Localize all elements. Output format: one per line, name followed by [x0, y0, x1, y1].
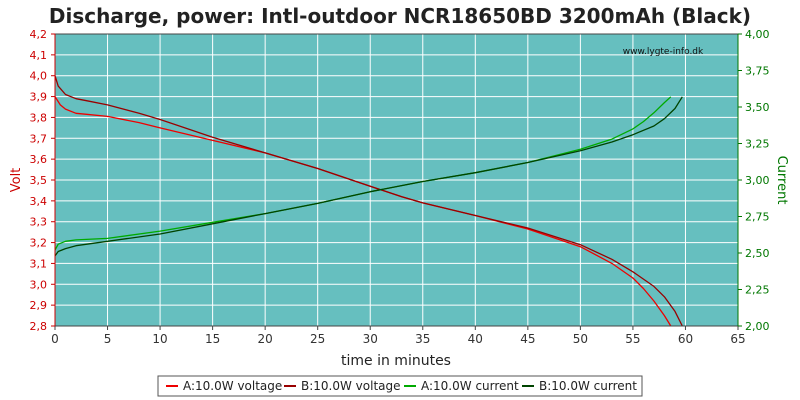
series-b-voltage-line: [54, 75, 683, 327]
y-right-axis-title: Current: [774, 156, 789, 205]
chart-title: Discharge, power: Intl-outdoor NCR18650B…: [49, 4, 751, 28]
x-tick-label: 65: [730, 332, 745, 346]
y-left-tick-label: 3,8: [30, 111, 48, 124]
y-left-tick-label: 3,1: [30, 257, 48, 270]
y-left-tick-label: 3,9: [30, 91, 48, 104]
x-tick-label: 60: [678, 332, 693, 346]
y-right-tick-label: 3,25: [745, 138, 770, 151]
y-right-tick-label: 2,00: [745, 320, 770, 333]
x-tick-label: 40: [468, 332, 483, 346]
y-right-tick-label: 3,75: [745, 65, 770, 78]
y-right-tick-label: 2,50: [745, 247, 770, 260]
y-left-tick-label: 3,6: [30, 153, 48, 166]
x-tick-label: 5: [104, 332, 112, 346]
y-left-tick-label: 4,1: [30, 49, 48, 62]
x-tick-label: 10: [152, 332, 167, 346]
x-tick-label: 30: [363, 332, 378, 346]
legend: A:10.0W voltage B:10.0W voltage A:10.0W cu…: [157, 375, 643, 397]
legend-label: B:10.0W voltage: [301, 379, 401, 393]
tick-labels: 0 5 10 15 20 25 30 35 40 45 50 55 60 65 2,8 2,9 3,0 3,1 3,…: [30, 28, 770, 346]
series-layer: [54, 75, 683, 327]
watermark: www.lygte-info.dk: [623, 47, 704, 57]
legend-box: [157, 375, 643, 397]
legend-label: A:10.0W current: [421, 379, 519, 393]
y-right-tick-label: 3,50: [745, 101, 770, 114]
x-axis-title: time in minutes: [341, 353, 451, 369]
x-tick-label: 35: [415, 332, 430, 346]
x-tick-label: 45: [520, 332, 535, 346]
y-left-tick-label: 3,0: [30, 278, 48, 291]
y-left-tick-label: 3,3: [30, 216, 48, 229]
y-left-tick-label: 3,2: [30, 237, 48, 250]
y-right-tick-label: 4,00: [745, 28, 770, 41]
y-right-tick-label: 2,75: [745, 211, 770, 224]
x-tick-label: 15: [205, 332, 220, 346]
legend-label: A:10.0W voltage: [183, 379, 282, 393]
x-tick-label: 50: [573, 332, 588, 346]
x-tick-label: 0: [51, 332, 59, 346]
y-left-tick-label: 2,8: [30, 320, 48, 333]
x-tick-label: 20: [258, 332, 273, 346]
y-left-tick-label: 2,9: [30, 299, 48, 312]
y-left-tick-label: 4,2: [30, 28, 48, 41]
y-left-axis-title: Volt: [9, 168, 24, 193]
y-left-tick-label: 4,0: [30, 70, 48, 83]
y-left-tick-label: 3,5: [30, 174, 48, 187]
y-right-tick-label: 3,00: [745, 174, 770, 187]
series-b-current-line: [54, 96, 683, 257]
y-right-tick-label: 2,25: [745, 284, 770, 297]
x-tick-label: 55: [625, 332, 640, 346]
legend-label: B:10.0W current: [539, 379, 637, 393]
x-tick-label: 25: [310, 332, 325, 346]
y-left-tick-label: 3,7: [30, 132, 48, 145]
y-left-tick-label: 3,4: [30, 195, 48, 208]
